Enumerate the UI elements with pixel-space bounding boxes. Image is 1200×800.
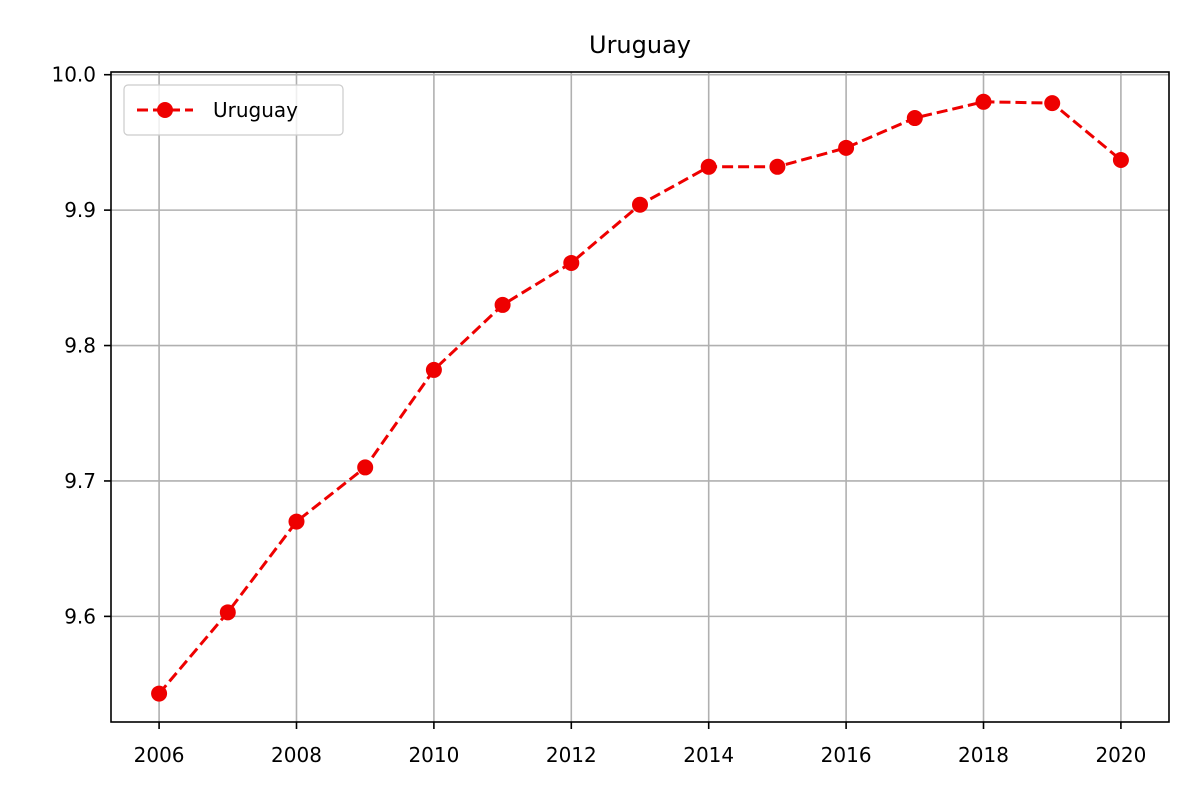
data-point — [151, 685, 168, 702]
chart-title: Uruguay — [589, 31, 691, 59]
x-tick-label: 2006 — [134, 743, 185, 767]
x-tick-label: 2008 — [271, 743, 322, 767]
legend-marker — [157, 102, 173, 118]
x-tick-label: 2018 — [958, 743, 1009, 767]
x-tick-label: 2016 — [821, 743, 872, 767]
data-point — [288, 513, 305, 530]
data-point — [769, 158, 786, 175]
series-line — [157, 100, 1122, 695]
data-point — [494, 296, 511, 313]
tick-layer: 2006 2008 2010 2012 2014 2016 2018 2020 9.6 9.7 9.… — [51, 63, 1146, 767]
y-tick-label: 10.0 — [51, 63, 96, 87]
legend-box — [123, 84, 344, 136]
x-tick-label: 2014 — [683, 743, 734, 767]
y-tick-label: 9.6 — [64, 604, 96, 628]
legend: Uruguay — [123, 84, 344, 136]
data-point — [632, 196, 648, 213]
x-tick-label: 2020 — [1095, 743, 1146, 767]
plot-frame — [110, 71, 1170, 723]
data-point — [425, 361, 442, 378]
data-point — [1112, 152, 1129, 169]
data-point — [357, 459, 374, 476]
legend-label: Uruguay — [213, 98, 298, 122]
x-tick-label: 2012 — [546, 743, 597, 767]
data-point — [906, 110, 923, 127]
data-point — [700, 158, 717, 175]
y-tick-label: 9.7 — [64, 469, 96, 493]
y-tick-label: 9.9 — [64, 198, 96, 222]
series-layer — [151, 93, 1129, 702]
grid-layer — [111, 72, 1169, 722]
x-tick-label: 2010 — [408, 743, 459, 767]
data-point — [219, 604, 236, 621]
data-point — [838, 139, 855, 156]
data-point — [563, 254, 580, 271]
data-point — [1044, 95, 1061, 112]
data-point — [975, 93, 992, 110]
y-tick-label: 9.8 — [64, 334, 96, 358]
